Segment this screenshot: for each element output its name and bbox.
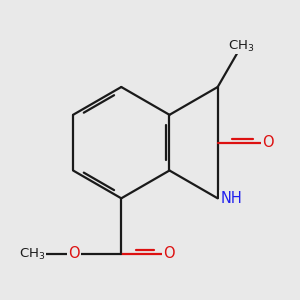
- Text: O: O: [68, 247, 80, 262]
- Text: O: O: [262, 135, 274, 150]
- Text: NH: NH: [220, 191, 242, 206]
- Text: CH$_3$: CH$_3$: [19, 246, 45, 262]
- Text: CH$_3$: CH$_3$: [228, 38, 255, 54]
- Text: O: O: [163, 247, 174, 262]
